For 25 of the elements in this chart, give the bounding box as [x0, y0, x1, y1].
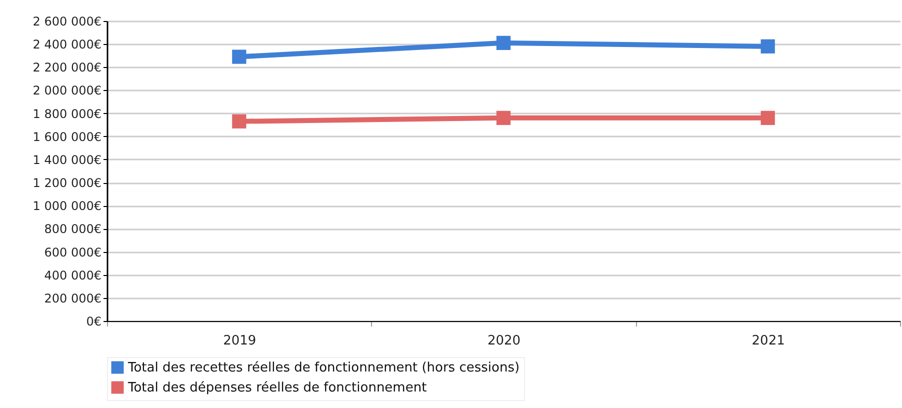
y-tick-label: 1 600 000€: [32, 130, 102, 144]
x-tick-label: 2019: [223, 334, 256, 348]
y-tick-label: 1 800 000€: [32, 106, 102, 121]
y-tick-label: 1 400 000€: [32, 152, 102, 167]
y-tick-label: 1 200 000€: [32, 176, 102, 190]
y-tick-label: 2 600 000€: [32, 14, 102, 28]
y-tick-label: 2 000 000€: [32, 84, 102, 98]
point: [232, 50, 246, 64]
point: [232, 114, 246, 128]
y-tick-label: 400 000€: [44, 268, 102, 282]
y-tick-label: 800 000€: [44, 222, 102, 236]
y-tick-label: 0€: [86, 314, 102, 328]
legend-label: Total des recettes réelles de fonctionnement (hors cessions): [127, 360, 520, 376]
y-tick-label: 200 000€: [44, 291, 102, 306]
y-tick-label: 600 000€: [44, 245, 102, 260]
point: [760, 39, 775, 54]
legend-label: Total des dépenses réelles de fonctionnement: [127, 380, 427, 396]
y-tick-label: 2 200 000€: [32, 60, 102, 75]
y-tick-label: 1 000 000€: [32, 199, 102, 214]
point: [760, 110, 775, 125]
y-tick-label: 2 400 000€: [32, 38, 102, 52]
point: [496, 110, 511, 125]
x-tick-label: 2020: [487, 334, 521, 348]
point: [496, 36, 511, 50]
x-tick-label: 2021: [752, 334, 785, 348]
